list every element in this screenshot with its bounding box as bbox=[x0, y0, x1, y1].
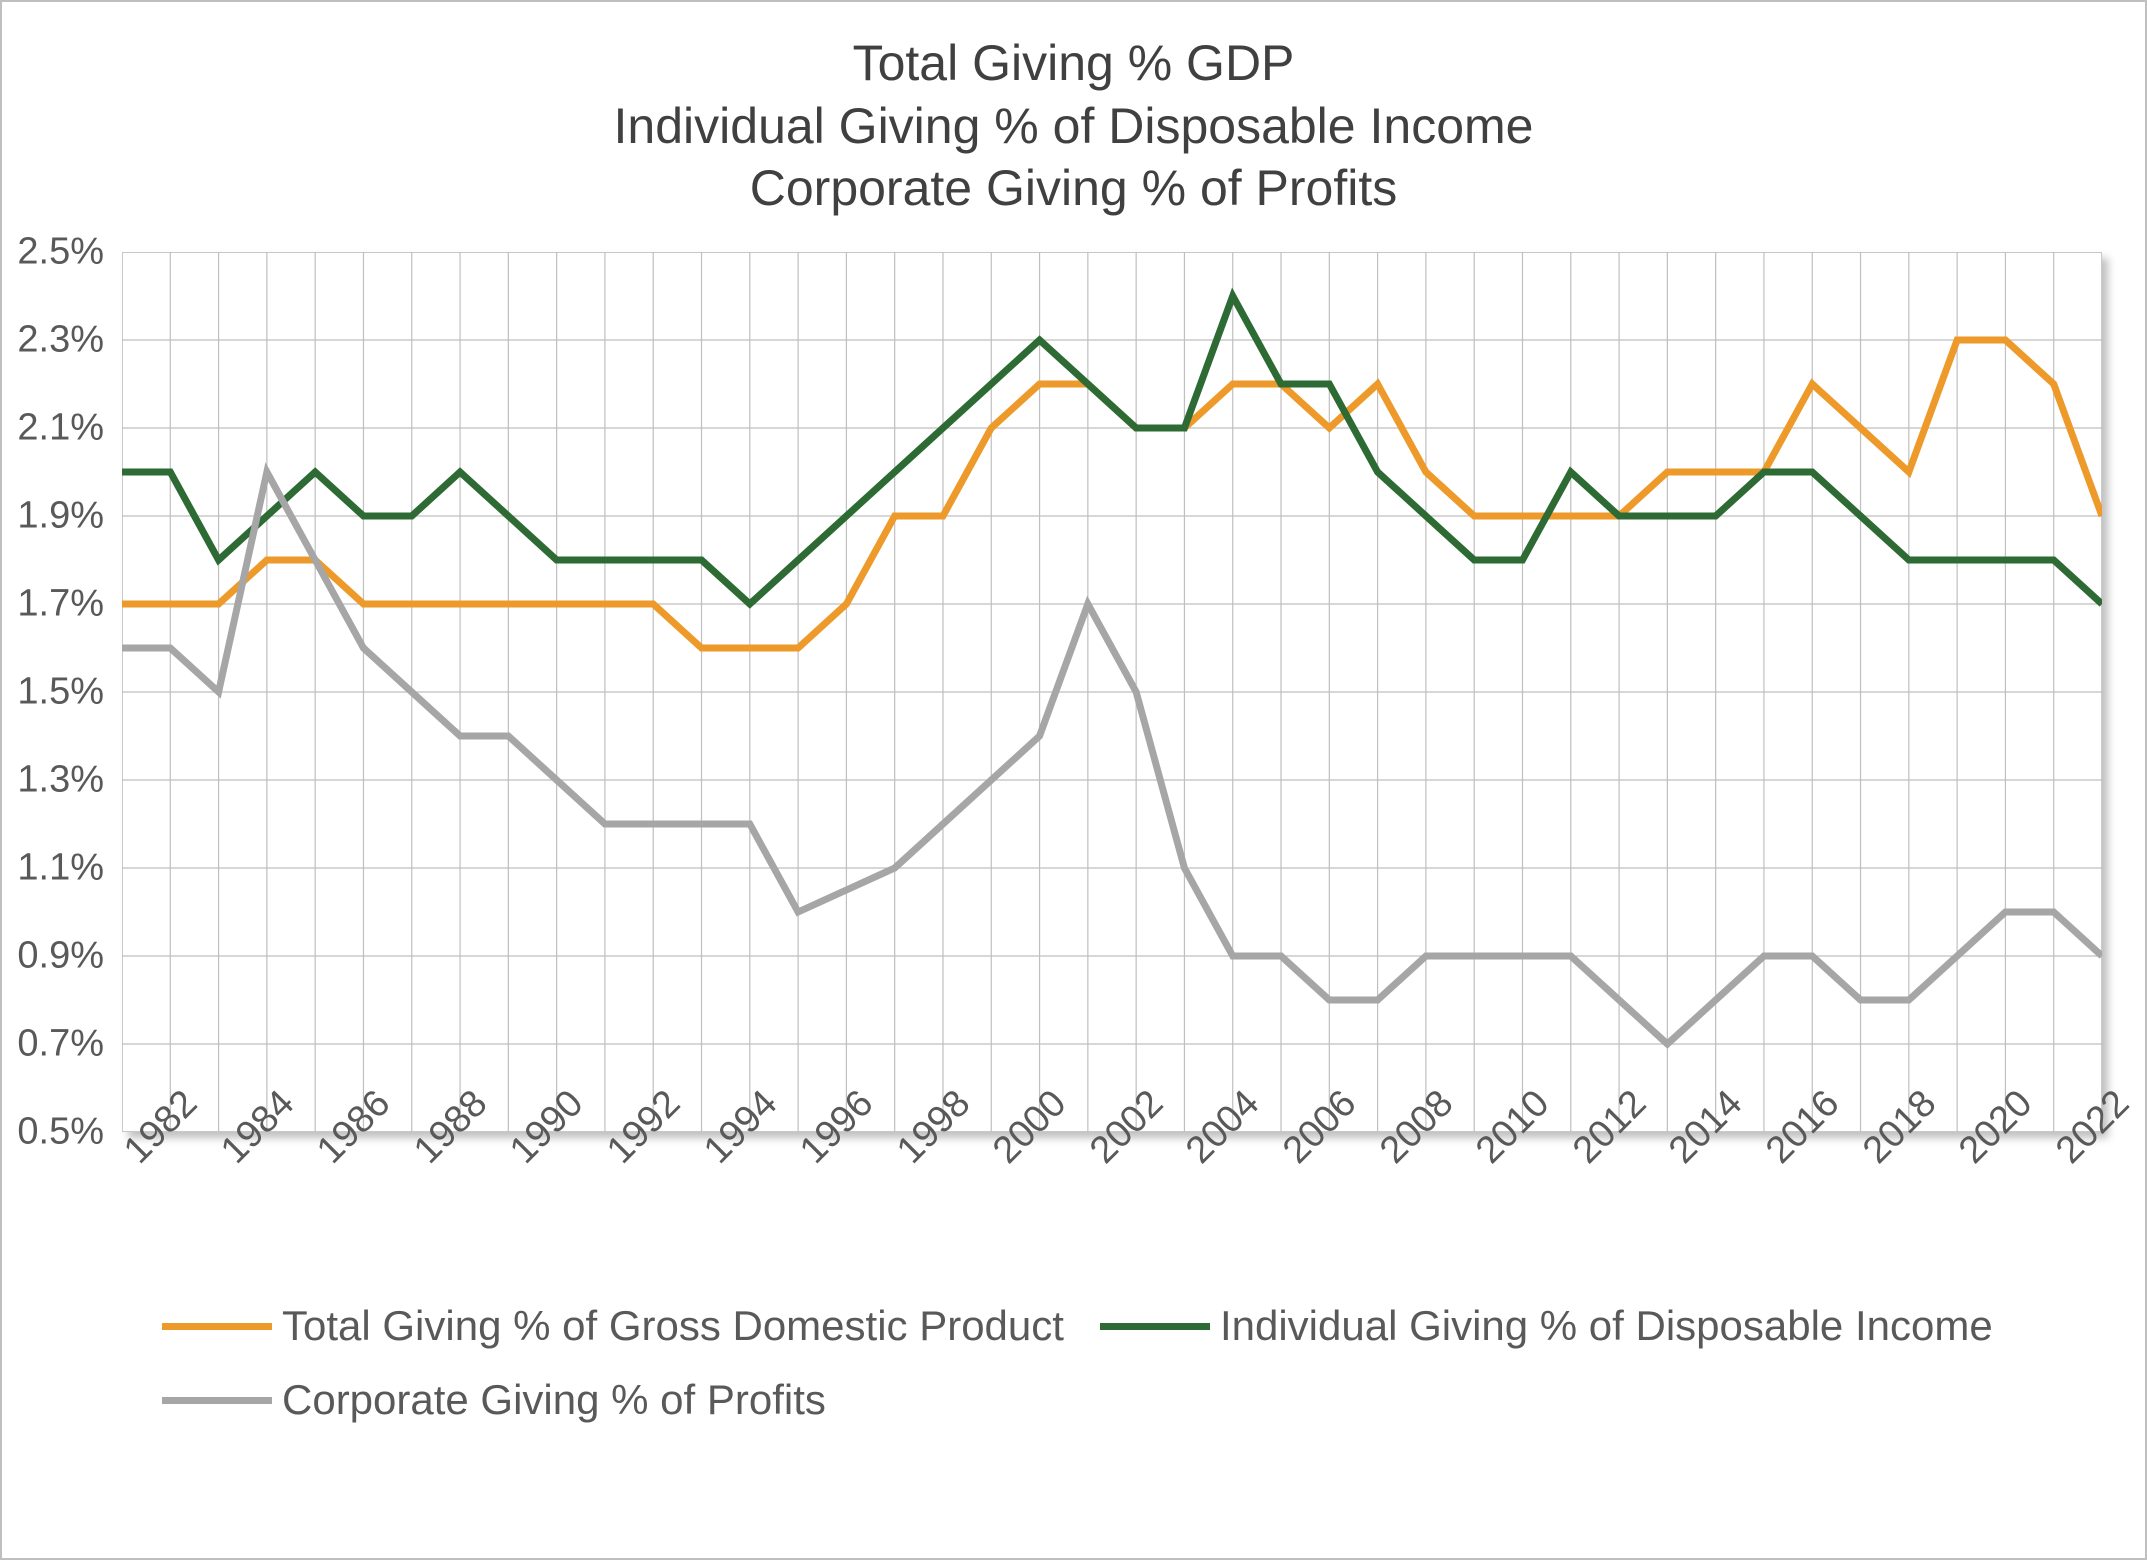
plot-wrap: 0.5%0.7%0.9%1.1%1.3%1.5%1.7%1.9%2.1%2.3%… bbox=[122, 252, 2102, 1132]
y-tick-label: 2.5% bbox=[17, 231, 122, 274]
y-tick-label: 1.9% bbox=[17, 495, 122, 538]
legend-item: Individual Giving % of Disposable Income bbox=[1100, 1302, 1993, 1350]
legend-label: Total Giving % of Gross Domestic Product bbox=[282, 1302, 1064, 1350]
legend-swatch bbox=[1100, 1323, 1210, 1330]
y-tick-label: 1.3% bbox=[17, 759, 122, 802]
chart-title-line-2: Individual Giving % of Disposable Income bbox=[2, 95, 2145, 158]
chart-title-line-3: Corporate Giving % of Profits bbox=[2, 157, 2145, 220]
y-tick-label: 1.5% bbox=[17, 671, 122, 714]
y-tick-label: 1.1% bbox=[17, 847, 122, 890]
legend: Total Giving % of Gross Domestic Product… bbox=[162, 1302, 2085, 1424]
y-tick-label: 0.7% bbox=[17, 1023, 122, 1066]
gridlines bbox=[122, 252, 2102, 1132]
legend-item: Total Giving % of Gross Domestic Product bbox=[162, 1302, 1064, 1350]
series-line bbox=[122, 472, 2102, 1044]
plot-svg bbox=[122, 252, 2102, 1132]
plot-area bbox=[122, 252, 2102, 1132]
chart-container: Total Giving % GDP Individual Giving % o… bbox=[0, 0, 2147, 1560]
legend-label: Corporate Giving % of Profits bbox=[282, 1376, 826, 1424]
y-tick-label: 0.5% bbox=[17, 1111, 122, 1154]
y-tick-label: 2.3% bbox=[17, 319, 122, 362]
legend-label: Individual Giving % of Disposable Income bbox=[1220, 1302, 1993, 1350]
legend-swatch bbox=[162, 1323, 272, 1330]
legend-swatch bbox=[162, 1397, 272, 1404]
chart-title-line-1: Total Giving % GDP bbox=[2, 32, 2145, 95]
legend-item: Corporate Giving % of Profits bbox=[162, 1376, 826, 1424]
y-tick-label: 2.1% bbox=[17, 407, 122, 450]
chart-title: Total Giving % GDP Individual Giving % o… bbox=[2, 2, 2145, 220]
y-tick-label: 1.7% bbox=[17, 583, 122, 626]
series-line bbox=[122, 340, 2102, 648]
y-tick-label: 0.9% bbox=[17, 935, 122, 978]
series-line bbox=[122, 296, 2102, 604]
